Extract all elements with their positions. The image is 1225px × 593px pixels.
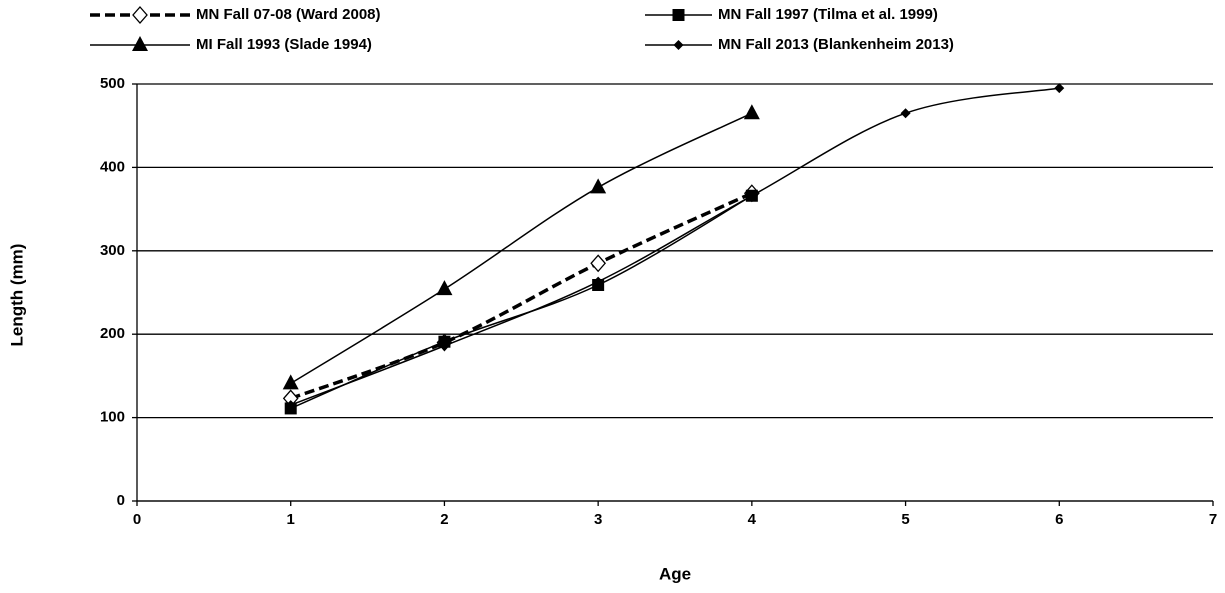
x-tick-label: 1 bbox=[287, 511, 295, 528]
series-line bbox=[290, 191, 753, 401]
x-tick-label: 5 bbox=[901, 511, 909, 528]
legend-marker bbox=[132, 36, 148, 51]
x-tick-label: 0 bbox=[133, 511, 141, 528]
y-axis-label: Length (mm) bbox=[7, 244, 26, 347]
legend-marker bbox=[673, 40, 684, 50]
legend-marker bbox=[132, 6, 148, 24]
x-tick-label: 4 bbox=[748, 511, 757, 528]
series-line bbox=[290, 87, 1060, 406]
marker bbox=[285, 400, 296, 411]
marker bbox=[743, 104, 760, 120]
x-tick-label: 6 bbox=[1055, 511, 1063, 528]
marker bbox=[746, 190, 757, 201]
x-tick-label: 3 bbox=[594, 511, 602, 528]
marker bbox=[439, 340, 450, 351]
x-tick-label: 2 bbox=[440, 511, 448, 528]
y-tick-label: 400 bbox=[100, 158, 125, 175]
legend-marker bbox=[672, 9, 685, 21]
y-tick-label: 500 bbox=[100, 75, 125, 92]
marker bbox=[1054, 83, 1065, 94]
marker bbox=[282, 374, 299, 390]
series-line bbox=[290, 195, 753, 410]
y-tick-label: 0 bbox=[117, 492, 125, 509]
legend-label: MN Fall 07-08 (Ward 2008) bbox=[196, 6, 381, 23]
legend-label: MN Fall 2013 (Blankenheim 2013) bbox=[718, 36, 954, 53]
marker bbox=[436, 280, 453, 296]
y-tick-label: 300 bbox=[100, 242, 125, 259]
y-tick-label: 200 bbox=[100, 325, 125, 342]
x-tick-label: 7 bbox=[1209, 511, 1217, 528]
x-axis-label: Age bbox=[659, 564, 691, 583]
legend-label: MI Fall 1993 (Slade 1994) bbox=[196, 36, 372, 53]
y-tick-label: 100 bbox=[100, 409, 125, 426]
series-line bbox=[290, 112, 753, 385]
marker bbox=[590, 254, 607, 273]
marker bbox=[593, 276, 604, 287]
marker bbox=[900, 108, 911, 119]
marker bbox=[590, 178, 607, 194]
legend-label: MN Fall 1997 (Tilma et al. 1999) bbox=[718, 6, 938, 23]
